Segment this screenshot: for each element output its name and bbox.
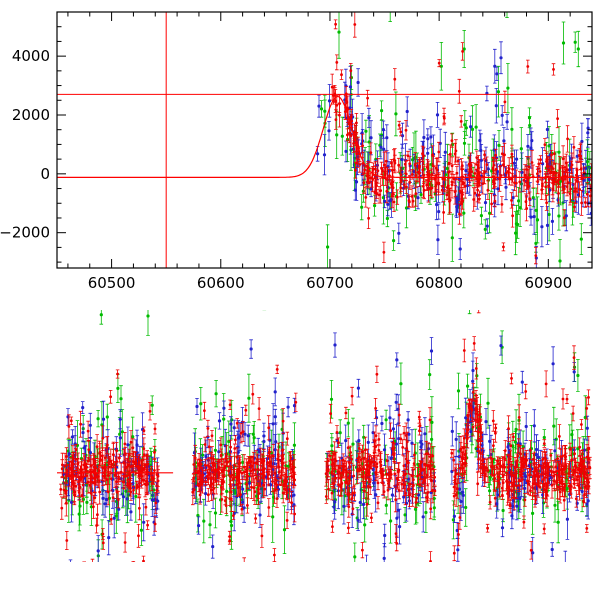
green-series-error-bars (319, 12, 345, 268)
y-tick-label: 4000 (12, 47, 50, 65)
panel-bottom-data-area (57, 310, 592, 562)
panel-frame (56, 11, 593, 269)
red-series-points (191, 368, 298, 557)
x-tick-label: 60700 (306, 274, 354, 292)
x-tick-label: 60500 (88, 274, 136, 292)
red-series-points (330, 22, 343, 121)
green-series-error-bars (345, 12, 592, 268)
red-series-points (59, 372, 160, 562)
axis-ticks (57, 11, 593, 268)
red-series-error-bars (191, 364, 298, 562)
model-curve (57, 95, 592, 178)
red-series-points (450, 342, 592, 555)
red-series-points (324, 372, 437, 562)
green-series-points (325, 373, 436, 559)
panel-top: 60500 60600 60700 60800 60900 −2000 0 2000 4000 (0, 11, 593, 292)
blue-series-error-bars (191, 339, 297, 559)
panel-bottom (57, 310, 592, 562)
blue-series-points (191, 347, 297, 549)
y-tick-label: −2000 (0, 224, 50, 242)
x-tick-label: 60900 (524, 274, 572, 292)
panel-top-data-area (57, 12, 592, 268)
x-tick-label: 60600 (197, 274, 245, 292)
x-tick-label: 60800 (415, 274, 463, 292)
y-tick-label: 0 (40, 165, 50, 183)
red-series-error-bars (450, 310, 592, 562)
y-tick-label: 2000 (12, 106, 50, 124)
blue-series-points (316, 99, 332, 157)
red-series-points (343, 23, 592, 257)
